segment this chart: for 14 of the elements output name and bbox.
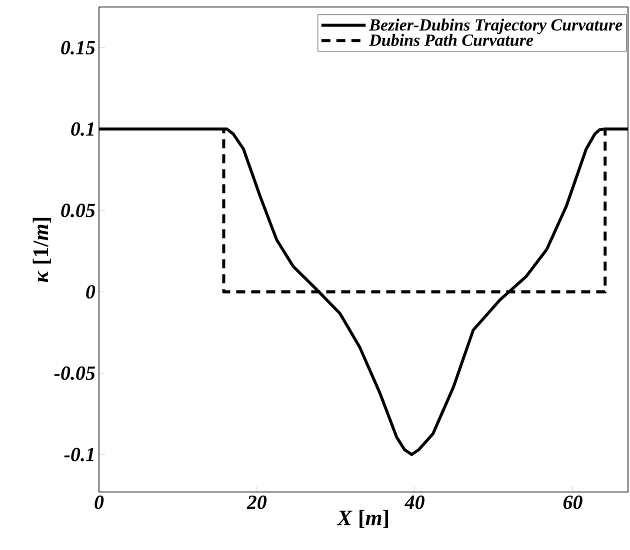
x-tick-label: 20 [246, 496, 267, 510]
y-tick-label: -0.1 [64, 448, 94, 462]
y-tick-label: -0.05 [54, 366, 95, 380]
y-tick-label: 0.15 [61, 40, 95, 54]
x-axis-title: X [m] [336, 510, 388, 528]
x-tick-label: 40 [404, 496, 424, 510]
x-tick-label: 0 [94, 496, 104, 510]
y-tick-label: 0 [86, 285, 96, 299]
legend-label: Dubins Path Curvature [368, 34, 534, 46]
y-tick-label: 0.05 [61, 204, 95, 218]
legend-label: Bezier-Dubins Trajectory Curvature [368, 18, 622, 34]
x-tick-label: 60 [563, 496, 582, 510]
y-axis-title: κ [1/m] [32, 218, 51, 282]
y-tick-label: 0.1 [71, 122, 94, 136]
